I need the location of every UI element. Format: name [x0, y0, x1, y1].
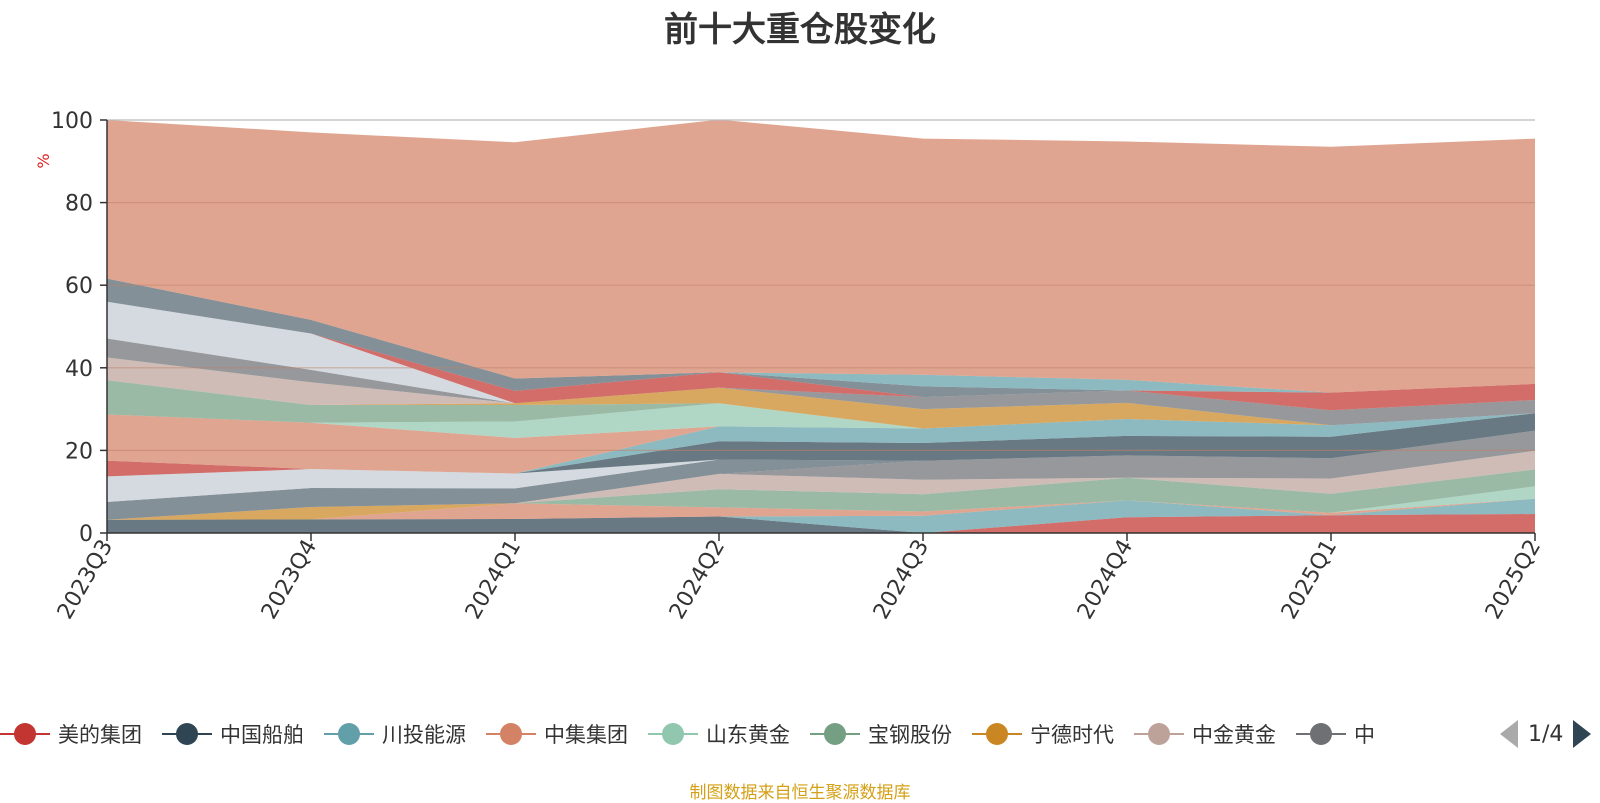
y-tick-label: 20 [65, 439, 93, 464]
legend-label: 中国船舶 [220, 723, 304, 747]
y-axis-label: % [34, 153, 53, 168]
pager-prev-icon[interactable] [1500, 720, 1518, 748]
area-series-3 [107, 498, 1535, 520]
legend-label: 中集集团 [544, 723, 628, 747]
y-tick-label: 40 [65, 357, 93, 382]
y-tick-label: 80 [65, 192, 93, 217]
legend-marker-icon [324, 722, 374, 746]
grid-layer [107, 119, 1535, 451]
area-series-12 [107, 413, 1535, 474]
y-tick-label: 60 [65, 274, 93, 299]
legend-label: 中 [1354, 723, 1375, 747]
legend-item[interactable]: 美的集团 [0, 712, 142, 756]
pager-next-icon[interactable] [1573, 720, 1592, 748]
legend-marker-icon [810, 722, 860, 746]
area-series-0 [107, 514, 1535, 533]
legend-label: 美的集团 [58, 723, 142, 747]
x-tick-label: 2024Q3 [869, 536, 934, 624]
area-series-5 [107, 469, 1535, 520]
area-series-24 [107, 119, 1535, 393]
x-tick-label: 2024Q4 [1073, 536, 1138, 624]
legend-label: 宝钢股份 [868, 723, 952, 747]
area-series-1 [107, 514, 1535, 533]
x-tick-label: 2024Q1 [461, 536, 526, 624]
legend-marker-icon [162, 722, 212, 746]
legend-marker-icon [972, 722, 1022, 746]
legend: 美的集团 中国船舶 川投能源 中集集团 山东黄金 宝钢股份 宁德时代 中金黄金 中 [0, 712, 1480, 756]
x-tick-label: 2024Q2 [665, 536, 730, 624]
area-series-17 [107, 380, 1535, 429]
area-series-14 [107, 413, 1535, 474]
area-series-8 [107, 430, 1535, 520]
legend-marker-icon [648, 722, 698, 746]
area-series-7 [107, 450, 1535, 520]
area-series-18 [107, 357, 1535, 426]
y-tick-label: 100 [51, 109, 93, 134]
legend-item[interactable]: 山东黄金 [648, 712, 790, 756]
area-series-19 [107, 338, 1535, 426]
x-tick-label: 2023Q3 [53, 536, 118, 624]
x-tick-label: 2023Q4 [257, 536, 322, 624]
area-series-15 [107, 403, 1535, 438]
legend-item[interactable]: 宁德时代 [972, 712, 1114, 756]
area-series-21 [107, 301, 1535, 411]
legend-pager: 1/4 [1500, 716, 1592, 752]
area-series-2 [107, 498, 1535, 533]
legend-label: 山东黄金 [706, 723, 790, 747]
area-series-16 [107, 380, 1535, 429]
area-series-13 [107, 413, 1535, 474]
area-series-10 [107, 430, 1535, 502]
source-note: 制图数据来自恒生聚源数据库 [689, 783, 911, 803]
x-tick-label: 2025Q1 [1277, 536, 1342, 624]
legend-item[interactable]: 中 [1296, 712, 1375, 756]
pager-text: 1/4 [1528, 721, 1564, 747]
legend-marker-icon [1134, 722, 1184, 746]
area-series-6 [107, 469, 1535, 520]
area-series-layer [107, 119, 1535, 533]
legend-item[interactable]: 川投能源 [324, 712, 466, 756]
legend-label: 宁德时代 [1030, 723, 1114, 747]
legend-marker-icon [0, 722, 50, 746]
legend-label: 川投能源 [382, 723, 466, 747]
legend-item[interactable]: 中集集团 [486, 712, 628, 756]
y-tick-label: 0 [79, 522, 93, 547]
legend-label: 中金黄金 [1192, 723, 1276, 747]
legend-item[interactable]: 中金黄金 [1134, 712, 1276, 756]
x-tick-label: 2025Q2 [1481, 536, 1546, 624]
area-series-9 [107, 430, 1535, 520]
legend-marker-icon [1296, 722, 1346, 746]
stacked-area-chart: 0 20 40 60 80 100% 2023Q3 2023Q4 2024Q1 2024Q2 202… [34, 109, 1546, 624]
legend-marker-icon [486, 722, 536, 746]
chart-title: 前十大重仓股变化 [664, 10, 936, 50]
legend-item[interactable]: 宝钢股份 [810, 712, 952, 756]
legend-item[interactable]: 中国船舶 [162, 712, 304, 756]
